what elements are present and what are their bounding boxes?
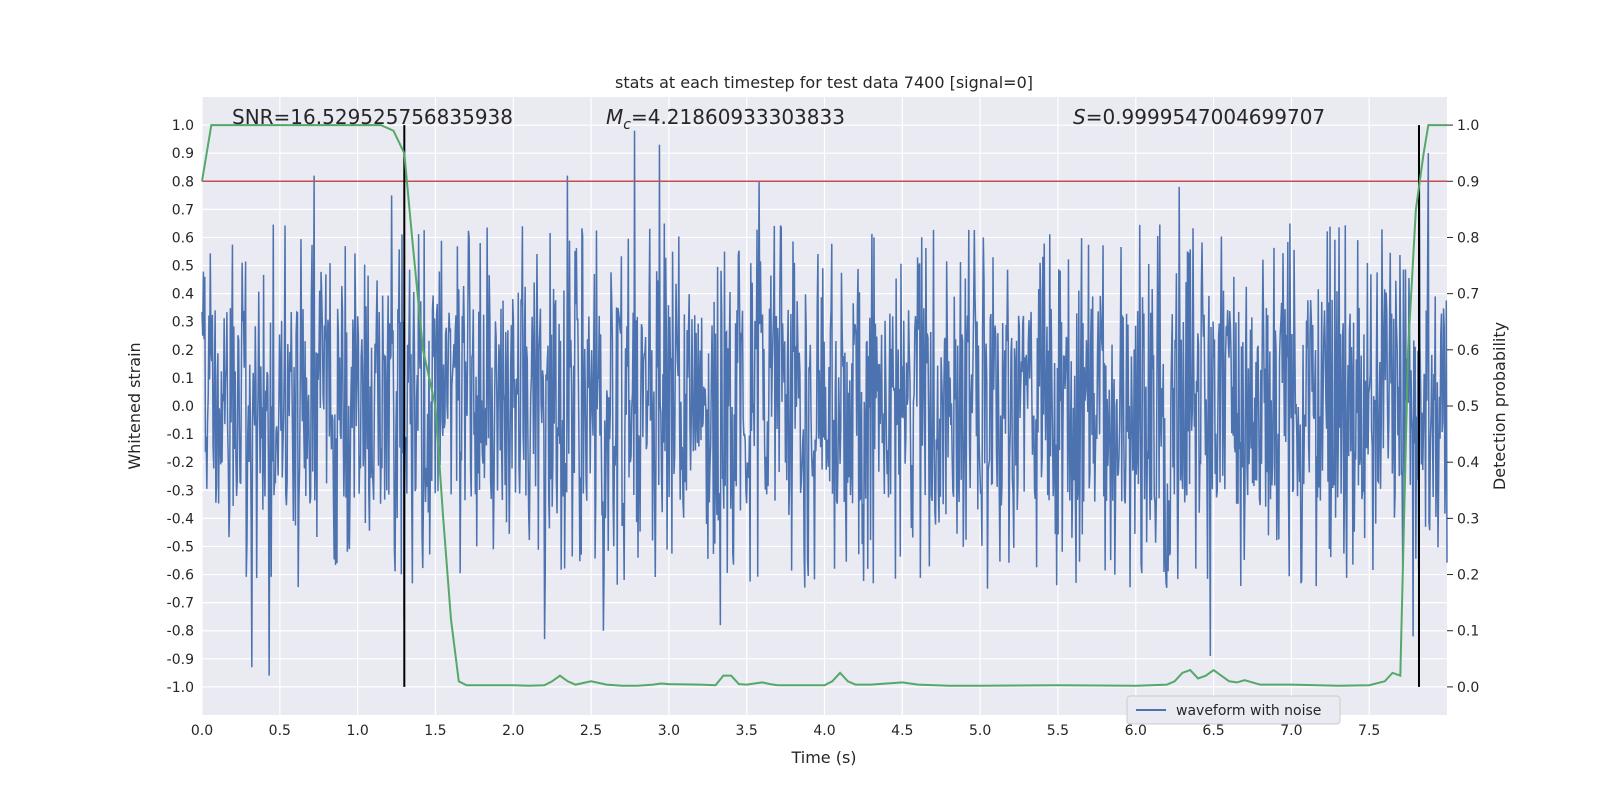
y2-axis-label: Detection probability xyxy=(1490,322,1509,490)
x-tick-label: 3.5 xyxy=(736,723,758,739)
y2-tick-label: 0.5 xyxy=(1457,399,1479,415)
chirp-mass-annotation: Mc=4.21860933303833 xyxy=(606,105,845,133)
x-tick-label: 2.0 xyxy=(502,723,524,739)
legend-label: waveform with noise xyxy=(1176,703,1321,719)
y2-tick-label: 0.0 xyxy=(1457,680,1479,696)
x-tick-label: 5.0 xyxy=(969,723,991,739)
y2-tick-label: 0.9 xyxy=(1457,174,1479,190)
y-tick-label: -0.8 xyxy=(167,624,194,640)
ticks: 0.0 0.5 1.0 1.5 2.0 2.5 3.0 3.5 4.0 4.5 5.0 5.5 6.0 6… xyxy=(167,118,1480,739)
y-tick-label: 0.2 xyxy=(172,343,194,359)
y-tick-label: 0.4 xyxy=(172,287,194,303)
y-tick-label: -0.2 xyxy=(167,455,194,471)
x-tick-label: 1.0 xyxy=(346,723,368,739)
x-tick-label: 3.0 xyxy=(658,723,680,739)
chirp-mass-subscript: c xyxy=(623,117,631,133)
x-axis-label: Time (s) xyxy=(790,748,856,767)
y-tick-label: 0.5 xyxy=(172,259,194,275)
chart-title: stats at each timestep for test data 740… xyxy=(615,73,1033,92)
y-tick-label: 0.6 xyxy=(172,230,194,246)
y-tick-label: 0.9 xyxy=(172,146,194,162)
y2-tick-label: 0.3 xyxy=(1457,511,1479,527)
s-symbol: S xyxy=(1073,105,1086,129)
x-tick-label: 5.5 xyxy=(1047,723,1069,739)
y2-tick-label: 1.0 xyxy=(1457,118,1479,134)
y-axis-label: Whitened strain xyxy=(125,342,144,469)
y-tick-label: -0.4 xyxy=(167,511,194,527)
y-tick-label: -0.1 xyxy=(167,427,194,443)
chirp-mass-value: =4.21860933303833 xyxy=(631,105,845,129)
y2-tick-label: 0.4 xyxy=(1457,455,1479,471)
y-tick-label: -0.7 xyxy=(167,596,194,612)
chirp-mass-symbol: M xyxy=(606,105,623,129)
detection-probability-series xyxy=(201,124,1447,687)
y-tick-label: -0.9 xyxy=(167,652,194,668)
y-tick-label: -0.6 xyxy=(167,568,194,584)
y-tick-label: 0.7 xyxy=(172,202,194,218)
waveform-line xyxy=(201,130,1448,676)
x-tick-label: 0.5 xyxy=(269,723,291,739)
y-tick-label: 0.0 xyxy=(172,399,194,415)
y-tick-label: 0.3 xyxy=(172,315,194,331)
x-tick-label: 4.0 xyxy=(813,723,835,739)
probability-line xyxy=(201,124,1447,687)
s-value: =0.9999547004699707 xyxy=(1086,105,1325,129)
s-annotation: S=0.9999547004699707 xyxy=(1073,105,1325,129)
y-tick-label: 1.0 xyxy=(172,118,194,134)
y-tick-label: 0.1 xyxy=(172,371,194,387)
y-tick-label: -0.3 xyxy=(167,483,194,499)
x-tick-label: 2.5 xyxy=(580,723,602,739)
y-tick-label: 0.8 xyxy=(172,174,194,190)
x-tick-label: 6.0 xyxy=(1125,723,1147,739)
legend-box xyxy=(1126,695,1341,725)
snr-annotation: SNR=16.529525756835938 xyxy=(232,105,513,129)
y2-tick-label: 0.2 xyxy=(1457,568,1479,584)
overlays xyxy=(202,125,1447,687)
y2-tick-label: 0.7 xyxy=(1457,287,1479,303)
x-tick-label: 7.0 xyxy=(1280,723,1302,739)
y2-tick-label: 0.1 xyxy=(1457,624,1479,640)
y-tick-label: -0.5 xyxy=(167,539,194,555)
y-tick-label: -1.0 xyxy=(167,680,194,696)
legend: waveform with noise xyxy=(1126,695,1341,725)
x-tick-label: 4.5 xyxy=(891,723,913,739)
x-tick-label: 6.5 xyxy=(1202,723,1224,739)
x-tick-label: 7.5 xyxy=(1358,723,1380,739)
x-tick-label: 0.0 xyxy=(191,723,213,739)
x-tick-label: 1.5 xyxy=(424,723,446,739)
y2-tick-label: 0.8 xyxy=(1457,230,1479,246)
waveform-series xyxy=(201,130,1448,676)
y2-tick-label: 0.6 xyxy=(1457,343,1479,359)
